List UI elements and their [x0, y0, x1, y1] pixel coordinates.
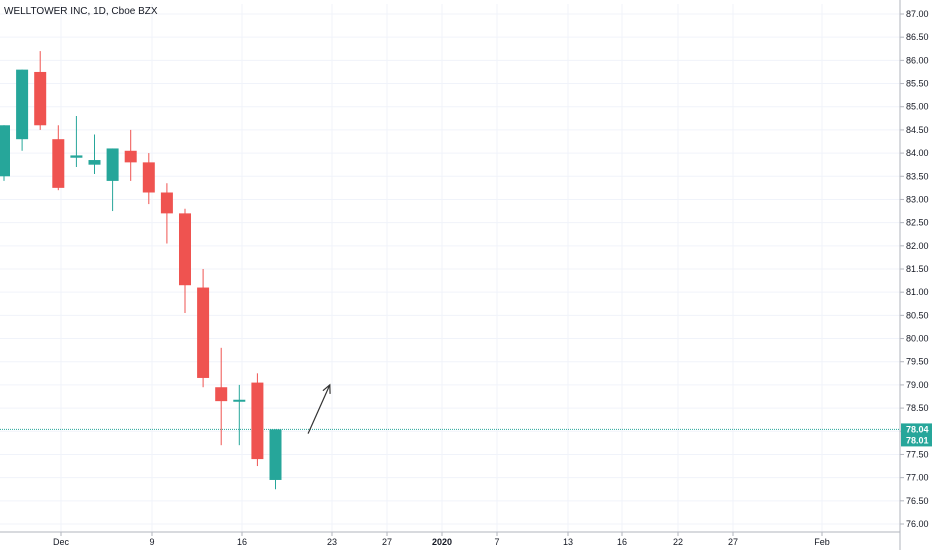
candle-body[interactable]: [34, 71, 47, 126]
y-tick-label: 79.50: [906, 357, 929, 367]
x-tick-label: Feb: [814, 537, 830, 547]
candle-body[interactable]: [179, 213, 191, 286]
x-tick-label: 7: [494, 537, 499, 547]
secondary-price-tag: [901, 434, 932, 447]
secondary-price-label: 78.01: [906, 435, 929, 445]
candle-body[interactable]: [233, 399, 246, 402]
x-tick-label: 23: [327, 537, 337, 547]
current-price-tag: [901, 423, 932, 436]
candle-body[interactable]: [106, 148, 119, 181]
candle-body[interactable]: [70, 155, 83, 158]
x-tick-label: 13: [563, 537, 573, 547]
annotation-layer: [307, 383, 331, 434]
y-tick-label: 77.00: [906, 473, 929, 483]
y-tick-label: 83.00: [906, 194, 929, 204]
y-tick-label: 86.50: [906, 32, 929, 42]
y-tick-label: 83.50: [906, 171, 929, 181]
y-tick-label: 80.00: [906, 334, 929, 344]
y-tick-label: 85.50: [906, 79, 929, 89]
x-tick-label: 22: [673, 537, 683, 547]
current-price-label: 78.04: [906, 424, 929, 434]
y-tick-label: 84.50: [906, 125, 929, 135]
y-tick-label: 85.00: [906, 102, 929, 112]
x-tick-label: 9: [149, 537, 154, 547]
candle-body[interactable]: [124, 150, 137, 163]
candle-body[interactable]: [88, 160, 101, 165]
y-tick-label: 78.50: [906, 403, 929, 413]
candle-layer: [0, 51, 282, 490]
y-tick-label: 87.00: [906, 9, 929, 19]
y-tick-label: 82.50: [906, 218, 929, 228]
y-tick-label: 82.00: [906, 241, 929, 251]
candle-body[interactable]: [269, 429, 282, 480]
y-tick-label: 86.00: [906, 55, 929, 65]
x-tick-label: Dec: [53, 537, 70, 547]
y-tick-label: 81.50: [906, 264, 929, 274]
candle-body[interactable]: [52, 139, 65, 188]
y-tick-label: 76.50: [906, 496, 929, 506]
candle-body[interactable]: [0, 125, 10, 177]
y-tick-label: 79.00: [906, 380, 929, 390]
arrow-annotation[interactable]: [307, 384, 331, 434]
chart-title: WELLTOWER INC, 1D, Cboe BZX: [4, 6, 158, 17]
y-tick-label: 76.00: [906, 519, 929, 529]
y-tick-label: 81.00: [906, 287, 929, 297]
y-tick-label: 84.00: [906, 148, 929, 158]
x-tick-label: 27: [728, 537, 738, 547]
candle-body[interactable]: [160, 192, 173, 214]
x-tick-label: 16: [237, 537, 247, 547]
candle-body[interactable]: [215, 387, 228, 402]
candle-body[interactable]: [16, 69, 29, 140]
candle-body[interactable]: [142, 162, 155, 193]
y-tick-label: 80.50: [906, 310, 929, 320]
x-tick-label: 16: [617, 537, 627, 547]
arrow-head: [322, 383, 331, 394]
x-tick-label: 2020: [432, 537, 452, 547]
y-tick-label: 77.50: [906, 449, 929, 459]
candle-body[interactable]: [197, 287, 210, 378]
x-tick-label: 27: [382, 537, 392, 547]
candle-body[interactable]: [251, 382, 264, 460]
grid-layer: [0, 4, 900, 532]
